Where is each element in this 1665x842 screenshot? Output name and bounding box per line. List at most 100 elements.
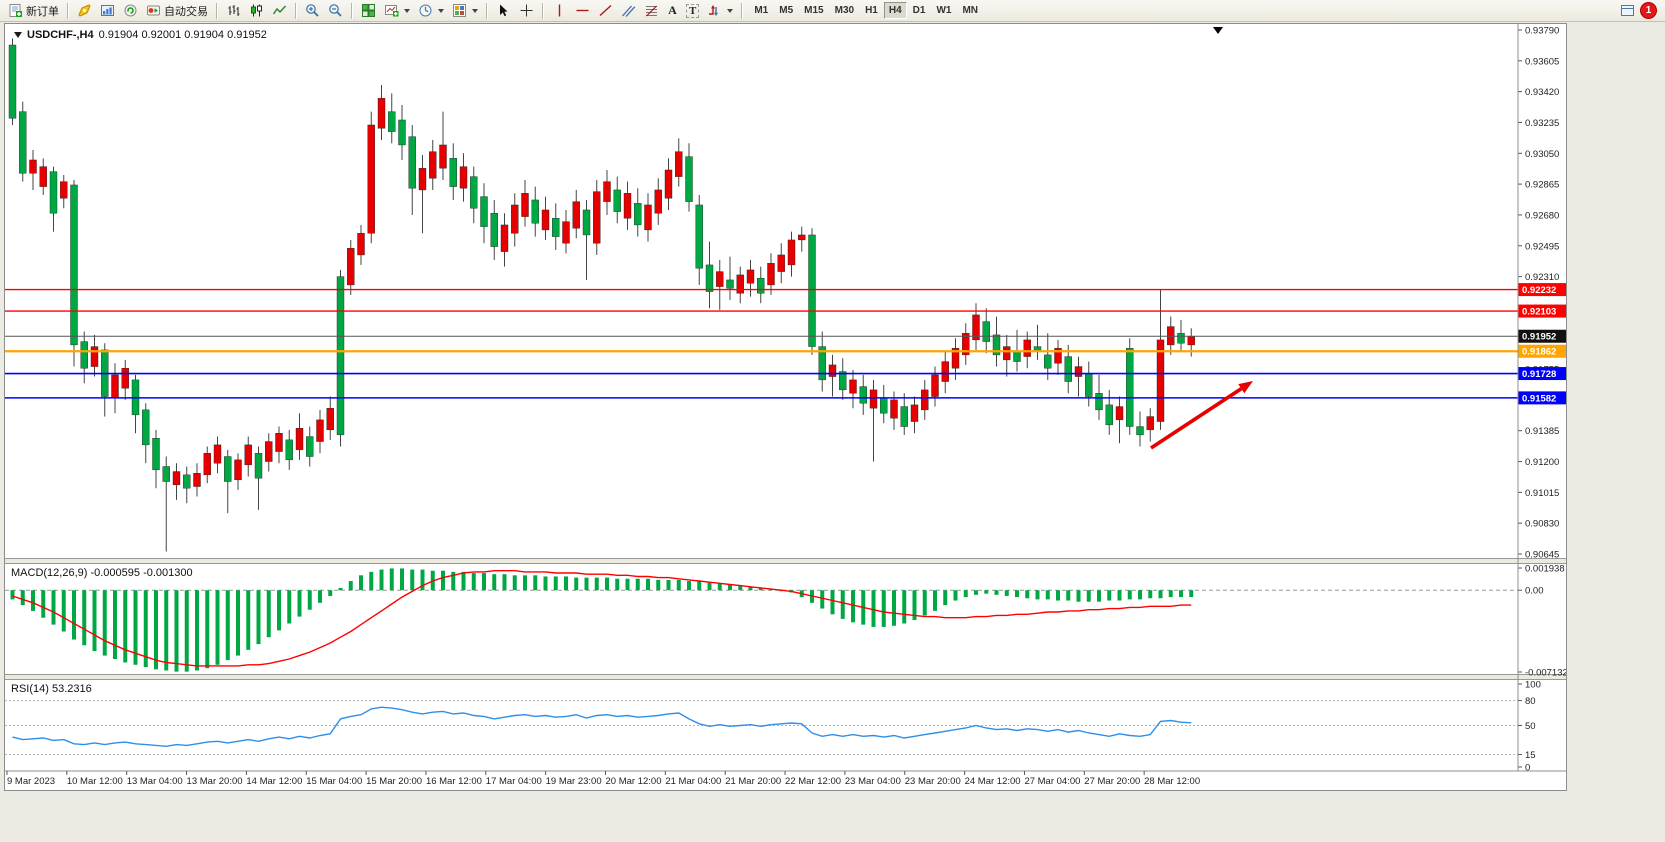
horizontal-line-button[interactable] [571, 1, 594, 20]
terminal-button[interactable] [96, 1, 119, 20]
hline-0.92103[interactable]: 0.92103 [5, 304, 1566, 318]
metaeditor-icon [78, 4, 91, 17]
candlestick-chart-button[interactable] [245, 1, 268, 20]
text-button[interactable]: A [663, 1, 682, 20]
fibonacci-button[interactable] [640, 1, 663, 20]
templates-icon [453, 4, 466, 17]
label-tool-icon: T [686, 3, 700, 18]
zoom-in-button[interactable] [301, 1, 324, 20]
bar-chart-icon [228, 5, 240, 16]
svg-text:80: 80 [1525, 696, 1536, 707]
svg-text:0.91015: 0.91015 [1525, 488, 1559, 499]
text-label-button[interactable]: T [682, 1, 703, 20]
strategy-tester-button[interactable] [119, 1, 142, 20]
panels-icon[interactable] [1620, 3, 1635, 18]
templates-button[interactable] [448, 1, 482, 20]
line-chart-button[interactable] [268, 1, 291, 20]
chart-title: USDCHF-,H4 0.91904 0.92001 0.91904 0.919… [14, 29, 267, 41]
svg-text:0.91582: 0.91582 [1522, 393, 1556, 404]
main-toolbar: 新订单 自动交易 [0, 0, 1665, 22]
panel-divider-1[interactable] [5, 558, 1566, 564]
auto-trading-label: 自动交易 [164, 5, 208, 18]
vertical-line-button[interactable] [548, 1, 571, 20]
timeframe-button-m30[interactable]: M30 [830, 2, 859, 19]
timeframe-button-w1[interactable]: W1 [931, 2, 956, 19]
metaeditor-button[interactable] [73, 1, 96, 20]
zoom-out-icon [329, 4, 342, 17]
tile-windows-icon [362, 4, 375, 17]
panel-divider-2[interactable] [5, 674, 1566, 680]
channel-button[interactable] [617, 1, 640, 20]
svg-text:0.91385: 0.91385 [1525, 426, 1559, 437]
hline-0.91728[interactable]: 0.91728 [5, 367, 1566, 381]
svg-text:23 Mar 20:00: 23 Mar 20:00 [905, 776, 961, 787]
equidistant-channel-icon [622, 5, 636, 17]
annotation-arrow[interactable] [1150, 381, 1253, 450]
fibonacci-icon [646, 5, 657, 17]
zoom-out-button[interactable] [324, 1, 347, 20]
candles-layer [8, 38, 1195, 552]
svg-text:14 Mar 12:00: 14 Mar 12:00 [246, 776, 302, 787]
new-chart-button[interactable] [380, 1, 414, 20]
line-chart-icon [272, 5, 287, 15]
price-chart[interactable]: 0.93790 0.93605 0.93420 0.93235 0.93050 0.928… [5, 24, 1568, 790]
cursor-button[interactable] [492, 1, 515, 20]
svg-text:0.90645: 0.90645 [1525, 550, 1559, 561]
svg-text:0.92103: 0.92103 [1522, 307, 1556, 318]
trendline-button[interactable] [594, 1, 617, 20]
timeframe-button-m5[interactable]: M5 [774, 2, 798, 19]
svg-text:24 Mar 12:00: 24 Mar 12:00 [965, 776, 1021, 787]
macd-panel: 0.001938 0.00 -0.007132 [5, 564, 1568, 679]
svg-text:13 Mar 04:00: 13 Mar 04:00 [127, 776, 183, 787]
arrows-button[interactable] [703, 1, 737, 20]
svg-text:10 Mar 12:00: 10 Mar 12:00 [67, 776, 123, 787]
candlestick-icon [251, 4, 262, 17]
crosshair-button[interactable] [515, 1, 538, 20]
svg-text:21 Mar 04:00: 21 Mar 04:00 [665, 776, 721, 787]
toolbar-separator [67, 2, 69, 19]
svg-text:19 Mar 23:00: 19 Mar 23:00 [546, 776, 602, 787]
profiles-icon [419, 4, 432, 17]
strategy-tester-icon [124, 4, 137, 17]
svg-text:0.92232: 0.92232 [1522, 285, 1556, 296]
timeframe-button-d1[interactable]: D1 [908, 2, 931, 19]
svg-text:0.93605: 0.93605 [1525, 56, 1559, 67]
timeframe-button-mn[interactable]: MN [957, 2, 983, 19]
one-click-trading-arrow[interactable] [14, 32, 22, 38]
horizontal-line-icon [576, 9, 589, 12]
hline-0.92232[interactable]: 0.92232 [5, 283, 1566, 297]
chevron-down-icon [404, 8, 410, 13]
toolbar-separator [351, 2, 353, 19]
chart-shift-marker-icon[interactable] [1213, 27, 1223, 34]
hline-0.91952[interactable]: 0.91952 [5, 329, 1566, 343]
chevron-down-icon [438, 8, 444, 13]
svg-text:23 Mar 04:00: 23 Mar 04:00 [845, 776, 901, 787]
crosshair-icon [520, 4, 533, 17]
svg-text:0.93420: 0.93420 [1525, 87, 1559, 98]
time-axis[interactable]: 9 Mar 2023 10 Mar 12:00 13 Mar 04:00 13 Mar… [6, 771, 1200, 787]
tile-windows-button[interactable] [357, 1, 380, 20]
svg-text:27 Mar 04:00: 27 Mar 04:00 [1024, 776, 1080, 787]
hline-0.91862[interactable]: 0.91862 [5, 344, 1566, 358]
terminal-icon [101, 5, 114, 16]
timeframe-button-m1[interactable]: M1 [749, 2, 773, 19]
arrow-shapes-icon [709, 5, 719, 16]
bar-chart-button[interactable] [222, 1, 245, 20]
svg-text:17 Mar 04:00: 17 Mar 04:00 [486, 776, 542, 787]
new-order-button[interactable]: 新订单 [4, 1, 63, 20]
svg-text:0.91728: 0.91728 [1522, 369, 1556, 380]
svg-text:20 Mar 12:00: 20 Mar 12:00 [606, 776, 662, 787]
notification-badge[interactable]: 1 [1641, 3, 1656, 18]
profiles-button[interactable] [414, 1, 448, 20]
auto-trading-button[interactable]: 自动交易 [142, 1, 212, 20]
timeframe-button-m15[interactable]: M15 [799, 2, 828, 19]
hline-0.91582[interactable]: 0.91582 [5, 391, 1566, 405]
timeframe-button-h1[interactable]: H1 [860, 2, 883, 19]
chart-ohlc-label: 0.91904 0.92001 0.91904 0.91952 [98, 29, 267, 41]
toolbar-right: 1 [1620, 3, 1661, 18]
toolbar-separator [295, 2, 297, 19]
svg-text:0.92310: 0.92310 [1525, 272, 1559, 283]
timeframe-button-h4[interactable]: H4 [883, 2, 907, 19]
chevron-down-icon [727, 8, 734, 13]
